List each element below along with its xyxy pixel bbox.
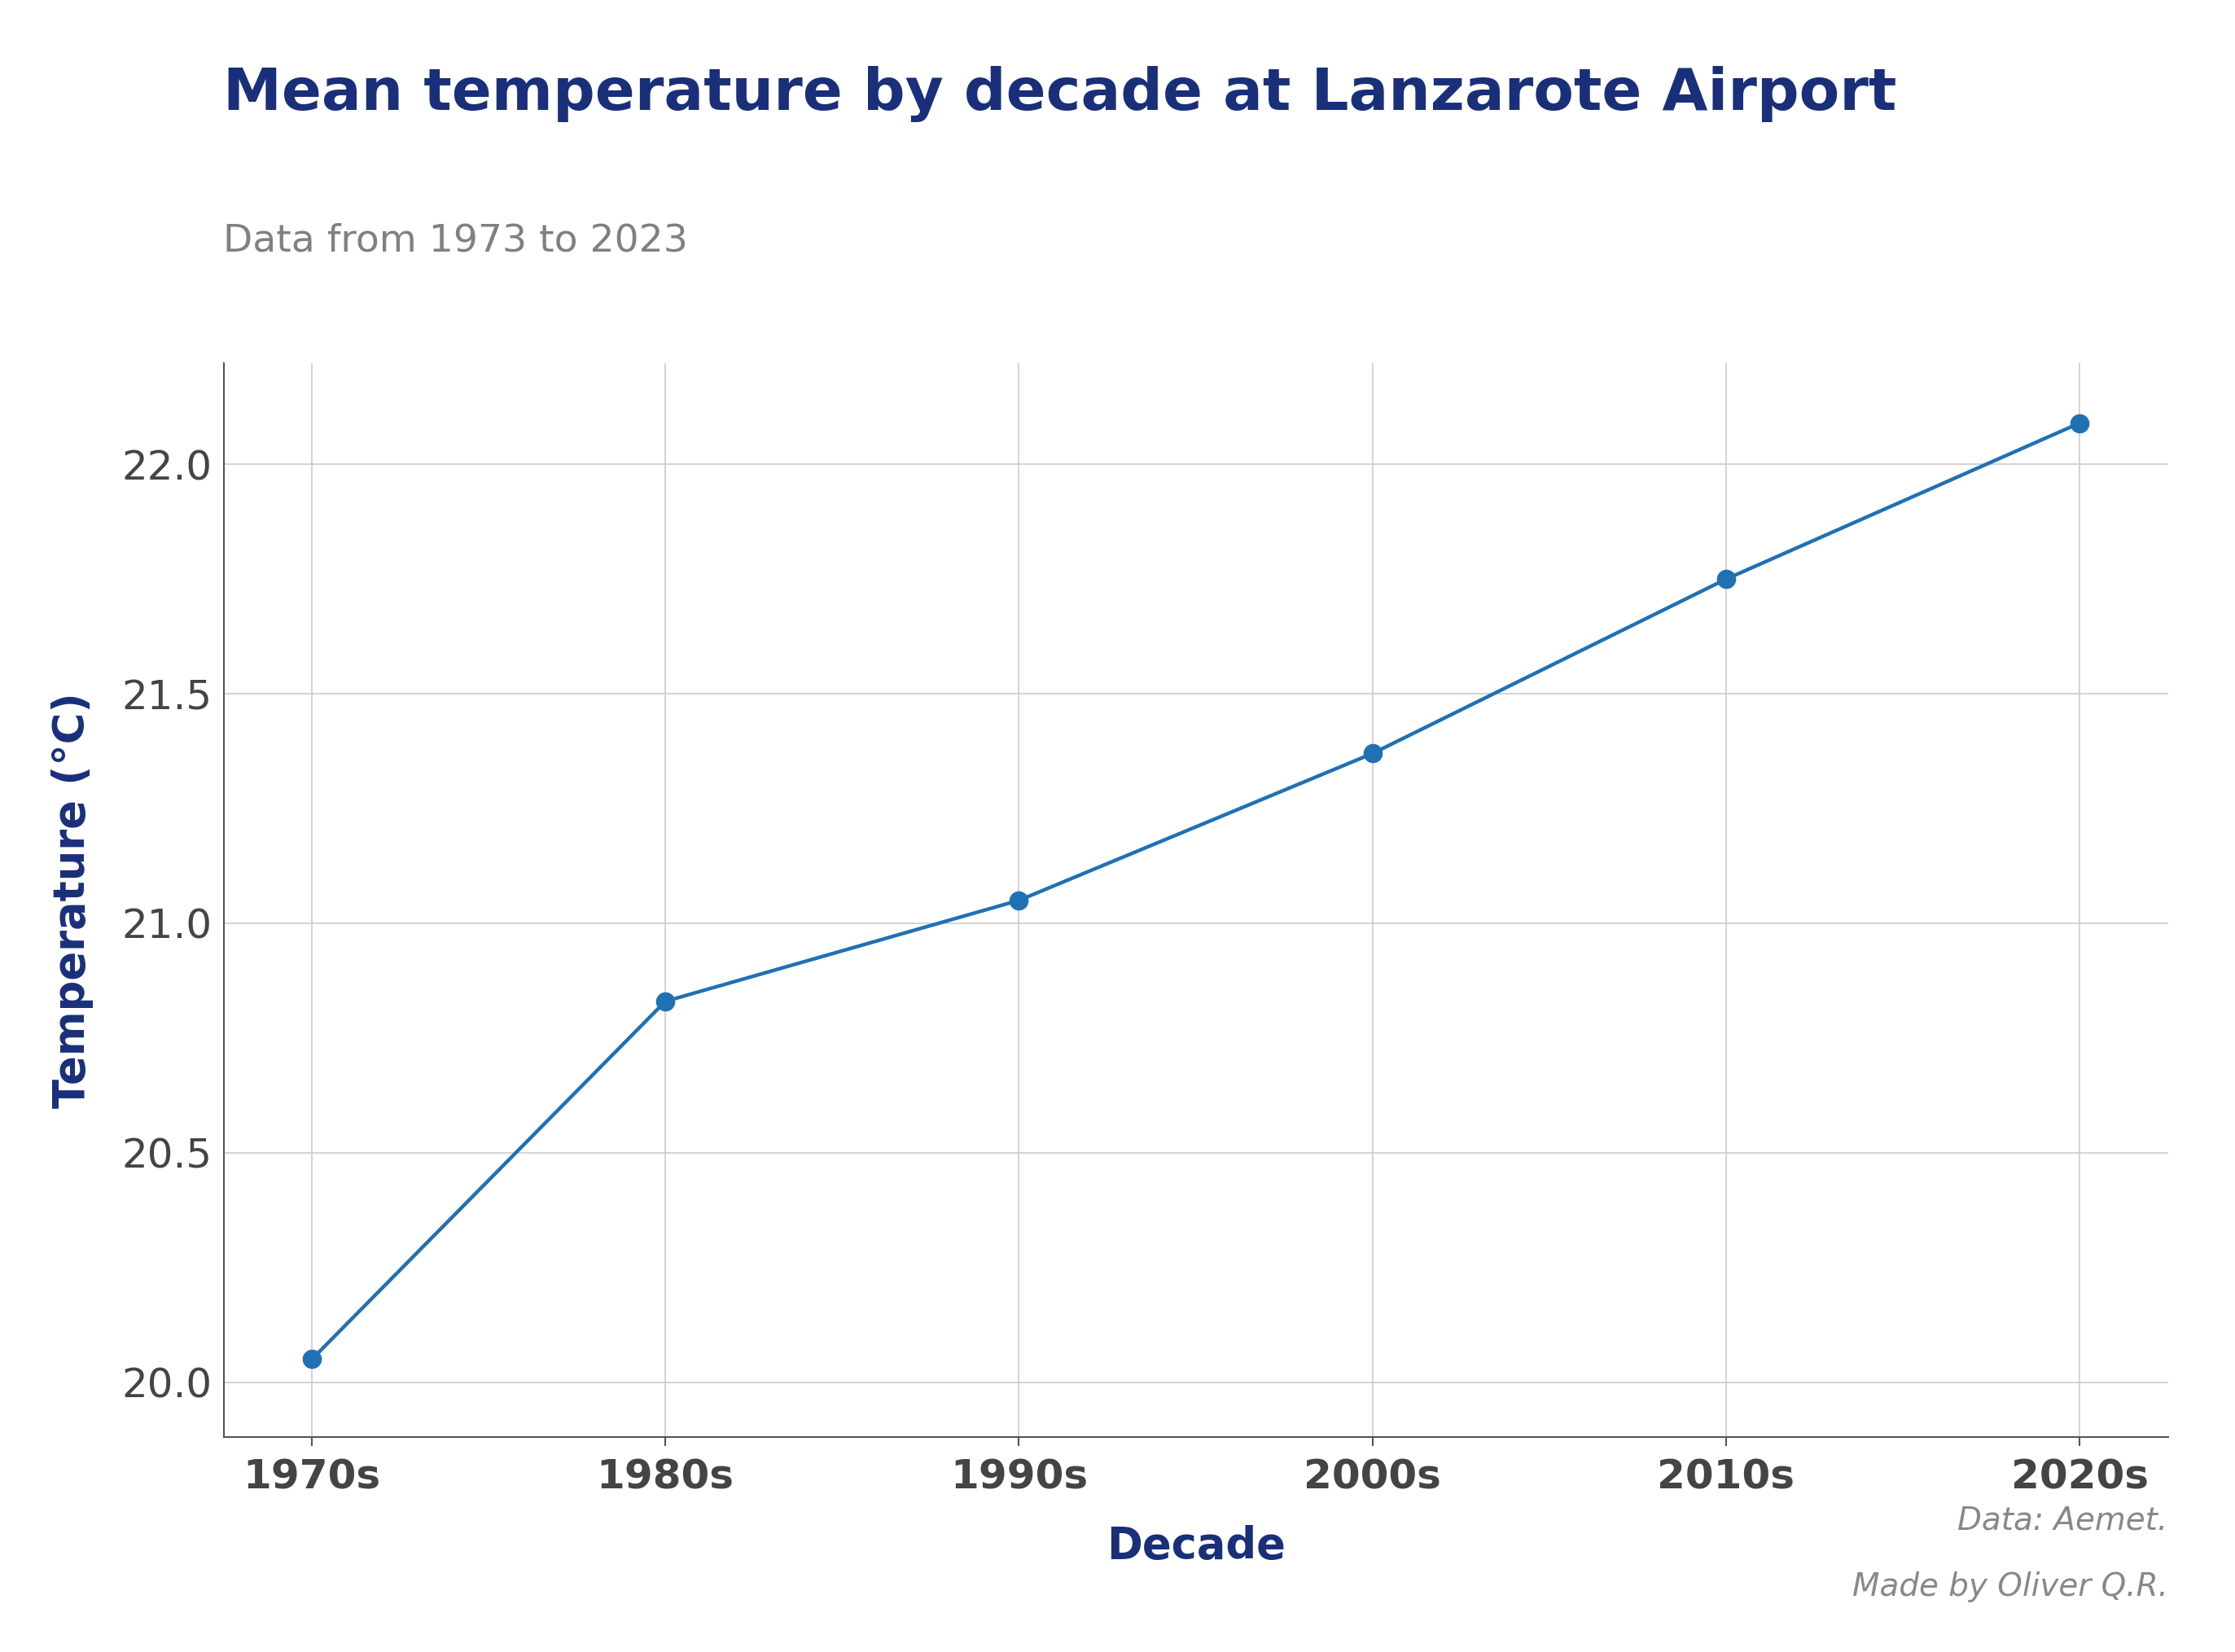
Text: Data from 1973 to 2023: Data from 1973 to 2023 [224,223,688,259]
Text: Made by Oliver Q.R.: Made by Oliver Q.R. [1853,1571,2168,1602]
X-axis label: Decade: Decade [1106,1525,1285,1568]
Text: Data: Aemet.: Data: Aemet. [1958,1505,2168,1536]
Y-axis label: Temperature (°C): Temperature (°C) [51,692,94,1108]
Text: Mean temperature by decade at Lanzarote Airport: Mean temperature by decade at Lanzarote … [224,66,1898,122]
